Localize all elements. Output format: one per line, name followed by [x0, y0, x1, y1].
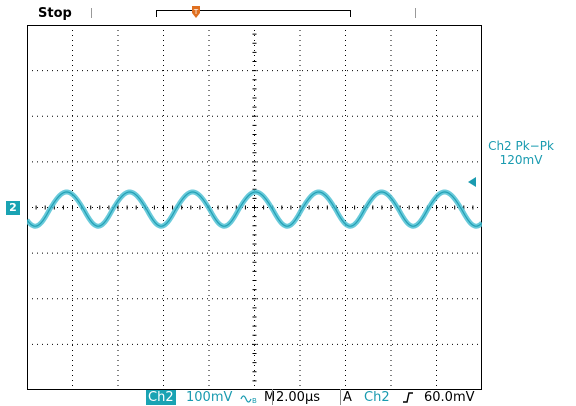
- readout-divider: [272, 389, 273, 405]
- measurement-value: 120mV: [499, 153, 543, 167]
- readout-divider: [340, 389, 341, 405]
- top-tick: [91, 8, 92, 18]
- settings-readout-bar: Ch2 100mV B M 2.00µs A Ch2 60.0mV: [0, 388, 576, 406]
- timebase-value[interactable]: 2.00µs: [276, 390, 320, 405]
- svg-text:B: B: [252, 397, 257, 404]
- top-status-bar: Stop T: [0, 0, 576, 22]
- trigger-position-marker-icon: T: [192, 6, 200, 18]
- waveform-display[interactable]: [27, 25, 482, 390]
- ch2-ground-reference-marker[interactable]: 2: [6, 201, 20, 215]
- trigger-level-arrow-icon[interactable]: [466, 177, 476, 187]
- measurement-label: Ch2 Pk−Pk: [488, 139, 554, 153]
- acquisition-status: Stop: [38, 6, 72, 21]
- channel-label[interactable]: Ch2: [146, 390, 176, 405]
- svg-text:T: T: [193, 8, 199, 16]
- trigger-level-value[interactable]: 60.0mV: [424, 390, 475, 405]
- volts-per-div[interactable]: 100mV: [186, 390, 233, 405]
- rising-edge-icon: [403, 392, 413, 403]
- record-window-bracket: [156, 10, 351, 17]
- measurement-readout: Ch2 Pk−Pk 120mV: [476, 139, 566, 167]
- graticule: [27, 25, 482, 390]
- trigger-source[interactable]: Ch2: [364, 390, 390, 405]
- trigger-mode[interactable]: A: [343, 390, 352, 405]
- ac-bw-limit-icon: B: [240, 395, 257, 404]
- ch2-waveform-trace-core: [27, 191, 482, 227]
- timebase-prefix: M: [264, 390, 276, 405]
- top-tick: [415, 8, 416, 18]
